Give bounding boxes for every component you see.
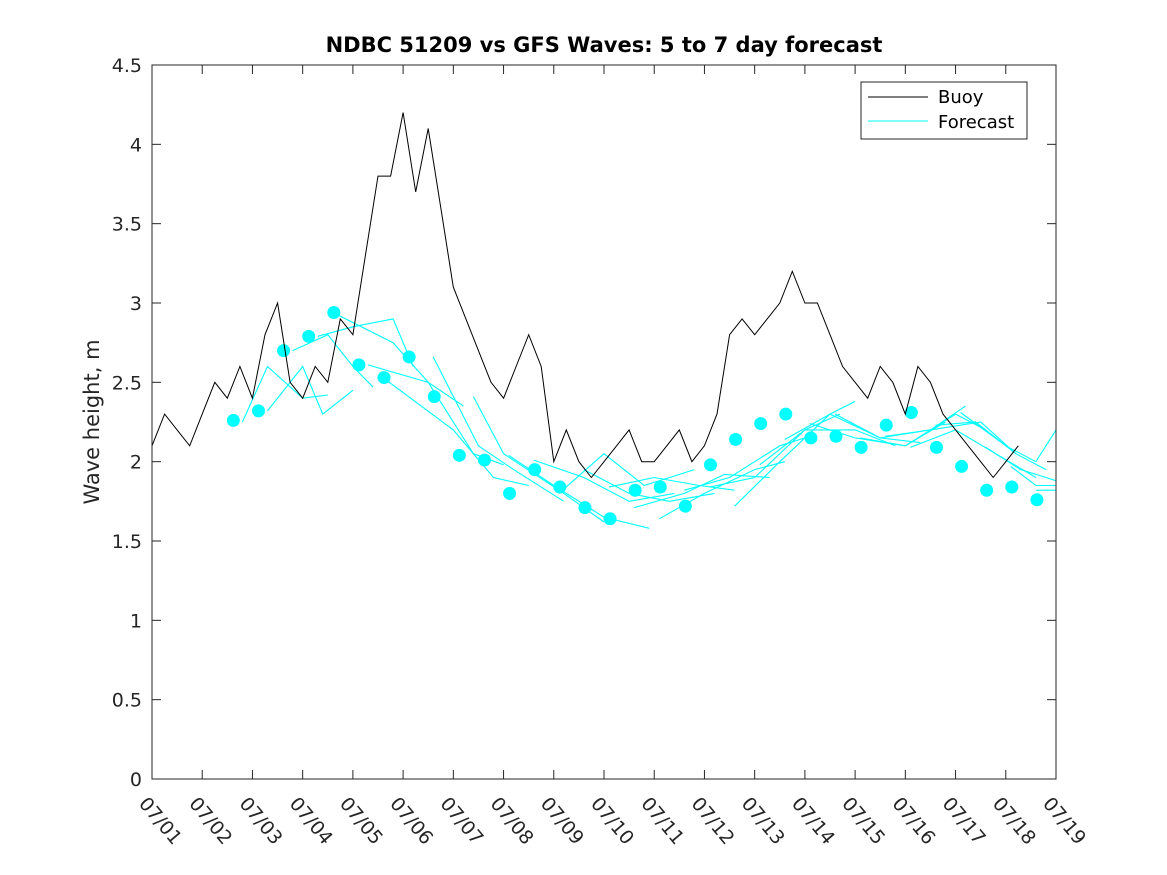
forecast-marker	[277, 344, 291, 358]
legend-box	[860, 81, 1028, 140]
forecast-line	[960, 412, 1057, 463]
forecast-marker	[955, 459, 969, 473]
x-tick-label: 07/18	[988, 793, 1040, 849]
x-tick-label: 07/14	[787, 793, 839, 849]
forecast-marker	[302, 329, 316, 343]
forecast-marker	[477, 453, 491, 467]
forecast-series	[226, 306, 1057, 529]
x-tick-label: 07/10	[586, 793, 638, 849]
forecast-marker	[653, 480, 667, 494]
y-tick-label: 4.5	[112, 55, 142, 77]
forecast-marker	[804, 431, 818, 445]
x-tick-label: 07/03	[235, 793, 287, 849]
y-tick-label: 4	[130, 134, 142, 156]
x-tick-label: 07/11	[636, 793, 688, 849]
x-tick-label: 07/16	[888, 793, 940, 849]
forecast-marker	[929, 440, 943, 454]
forecast-marker	[427, 390, 441, 404]
forecast-line	[1010, 465, 1056, 487]
forecast-marker	[829, 429, 843, 443]
forecast-marker	[854, 440, 868, 454]
forecast-marker	[603, 512, 617, 526]
x-tick-label: 07/05	[335, 793, 387, 849]
forecast-marker	[251, 404, 265, 418]
forecast-line	[292, 334, 374, 388]
x-tick-label: 07/04	[285, 793, 337, 849]
x-tick-label: 07/01	[134, 793, 186, 849]
x-tick-label: 07/06	[385, 793, 437, 849]
y-tick-label: 1.5	[112, 531, 142, 553]
forecast-marker	[352, 358, 366, 372]
buoy-line	[151, 112, 1019, 479]
chart-title: NDBC 51209 vs GFS Waves: 5 to 7 day fore…	[326, 33, 883, 57]
legend: Buoy Forecast	[860, 81, 1028, 140]
forecast-marker	[779, 407, 793, 421]
forecast-marker	[503, 486, 517, 500]
forecast-line	[784, 413, 921, 444]
forecast-line	[317, 318, 414, 367]
y-tick-label: 3.5	[112, 214, 142, 236]
x-tick-label: 07/09	[536, 793, 588, 849]
x-tick-label: 07/08	[486, 793, 538, 849]
forecast-marker	[1030, 493, 1044, 507]
forecast-line	[985, 446, 1057, 482]
forecast-line	[885, 421, 1017, 455]
forecast-marker	[553, 480, 567, 494]
x-tick-label: 07/17	[938, 793, 990, 849]
forecast-marker	[327, 306, 341, 320]
x-tick-label: 07/07	[436, 793, 488, 849]
forecast-marker	[377, 371, 391, 385]
forecast-marker	[1005, 480, 1019, 494]
forecast-marker	[578, 501, 592, 515]
forecast-marker	[628, 483, 642, 497]
x-tick-label: 07/02	[184, 793, 236, 849]
forecast-marker	[980, 483, 994, 497]
y-tick-label: 2.5	[112, 372, 142, 394]
y-tick-label: 2	[130, 452, 142, 474]
y-tick-label: 0	[130, 769, 142, 791]
legend-buoy-label: Buoy	[938, 87, 984, 108]
forecast-marker	[452, 448, 466, 462]
forecast-line	[432, 356, 565, 502]
plot-area	[152, 65, 1056, 779]
forecast-line	[382, 377, 529, 487]
forecast-marker	[402, 350, 416, 364]
axes-box	[151, 64, 1057, 780]
x-tick-label: 07/13	[737, 793, 789, 849]
x-tick-label: 07/19	[1038, 793, 1090, 849]
forecast-marker	[528, 463, 542, 477]
forecast-line	[633, 473, 770, 509]
forecast-marker	[703, 458, 717, 472]
forecast-line	[583, 469, 715, 502]
forecast-line	[267, 365, 354, 415]
forecast-marker	[754, 417, 768, 431]
forecast-marker	[904, 405, 918, 419]
y-axis-label: Wave height, m	[80, 339, 104, 504]
legend-forecast-label: Forecast	[938, 112, 1014, 133]
forecast-line	[910, 429, 1037, 478]
x-tick-label: 07/12	[687, 793, 739, 849]
forecast-marker	[226, 413, 240, 427]
y-axis-ticks: 0 0.5 1 1.5 2 2.5 3 3.5 4 4.5	[112, 55, 1056, 791]
forecast-marker	[678, 499, 692, 513]
y-tick-label: 1	[130, 610, 142, 632]
forecast-marker	[879, 418, 893, 432]
buoy-series	[151, 112, 1019, 479]
y-tick-label: 3	[130, 293, 142, 315]
x-tick-label: 07/15	[837, 793, 889, 849]
y-tick-label: 0.5	[112, 690, 142, 712]
forecast-line	[558, 452, 695, 494]
forecast-marker	[729, 432, 743, 446]
